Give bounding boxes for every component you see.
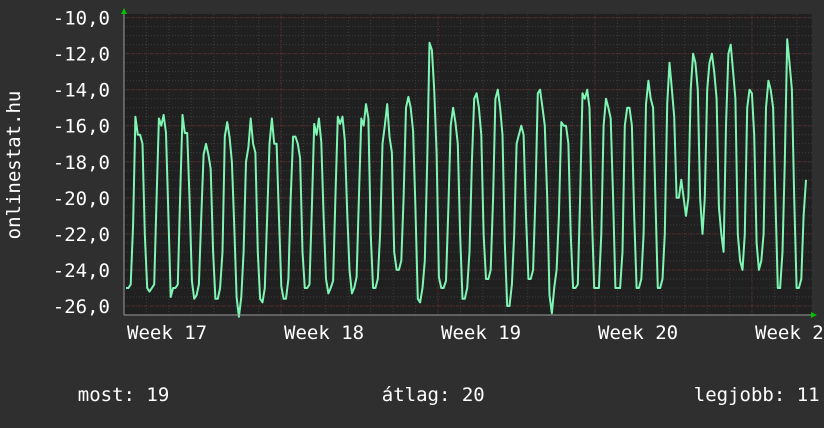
y-tick-label: -24,0: [53, 260, 110, 282]
x-tick-label: Week 17: [127, 322, 207, 344]
y-tick-label: -12,0: [53, 44, 110, 66]
y-axis-label: onlinestat.hu: [3, 91, 25, 240]
stat-current-value: 19: [146, 384, 170, 406]
y-tick-label: -16,0: [53, 116, 110, 138]
x-axis-ticks: Week 17 Week 18 Week 19 Week 20 Week 21: [127, 322, 824, 344]
chart-svg: -10,0 -12,0 -14,0 -16,0 -18,0 -20,0 -22,0 -24,0…: [3, 8, 824, 344]
y-axis-arrow-icon: [121, 8, 127, 14]
stat-current: most: 19: [32, 362, 170, 428]
y-tick-label: -26,0: [53, 296, 110, 318]
grid: [123, 14, 812, 316]
stat-best-label: legjobb:: [693, 384, 786, 406]
x-tick-label: Week 18: [284, 322, 364, 344]
stat-best-value: 11: [796, 384, 820, 406]
y-axis-ticks: -10,0 -12,0 -14,0 -16,0 -18,0 -20,0 -22,0 -24,0…: [53, 8, 110, 318]
stat-average: átlag: 20: [336, 362, 485, 428]
y-tick-label: -18,0: [53, 152, 110, 174]
x-tick-label: Week 19: [441, 322, 521, 344]
stat-average-label: átlag:: [381, 384, 451, 406]
y-tick-label: -10,0: [53, 8, 110, 30]
x-axis-arrow-icon: [811, 312, 817, 318]
x-tick-label: Week 21: [755, 322, 824, 344]
stat-current-label: most:: [77, 384, 135, 406]
x-tick-label: Week 20: [598, 322, 678, 344]
y-tick-label: -20,0: [53, 188, 110, 210]
chart-root: -10,0 -12,0 -14,0 -16,0 -18,0 -20,0 -22,0 -24,0…: [3, 7, 824, 406]
stat-best: legjobb: 11: [648, 362, 820, 428]
y-tick-label: -14,0: [53, 80, 110, 102]
stat-average-value: 20: [461, 384, 485, 406]
y-tick-label: -22,0: [53, 224, 110, 246]
series-line: [126, 38, 807, 318]
